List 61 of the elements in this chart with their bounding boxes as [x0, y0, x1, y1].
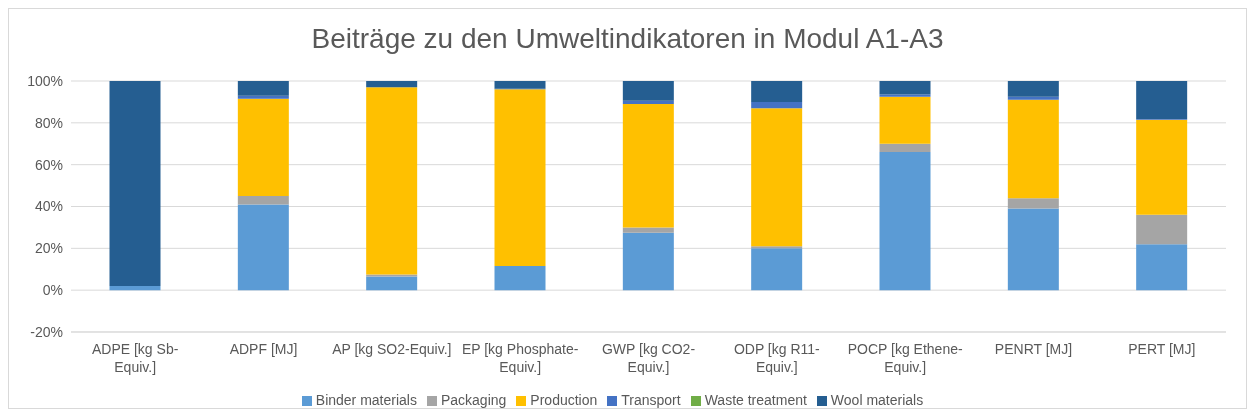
bar [879, 96, 931, 144]
y-tick-label: 60% [34, 156, 63, 173]
y-tick-label: 40% [34, 198, 63, 215]
x-tick-label: PENRT [MJ] [994, 341, 1073, 357]
bar [366, 274, 418, 277]
legend-label: Transport [621, 392, 681, 408]
chart-title: Beiträge zu den Umweltindikatoren in Modul A1-A3 [310, 22, 945, 56]
bar [1007, 198, 1059, 209]
x-tick-label: POCP [kg Ethene-Equiv.] [847, 341, 963, 375]
x-tick-label: ODP [kg R11-Equiv.] [733, 341, 821, 375]
bar [1007, 208, 1059, 291]
legend-label: Packaging [440, 392, 507, 408]
legend-label: Binder materials [315, 392, 417, 408]
bar [494, 89, 546, 267]
x-tick-label: AP [kg SO2-Equiv.] [332, 341, 452, 357]
bar [1136, 244, 1188, 291]
x-tick-label: EP [kg Phosphate-Equiv.] [461, 341, 579, 375]
bar [751, 248, 803, 291]
x-tick-label: ADPE [kg Sb-Equiv.] [91, 341, 179, 375]
bar [879, 143, 931, 153]
bar [237, 95, 289, 99]
bar [109, 285, 161, 291]
bar [494, 266, 546, 291]
bar [879, 94, 931, 97]
bar [366, 81, 418, 88]
bar [751, 81, 803, 102]
bar [237, 98, 289, 197]
bar [494, 81, 546, 89]
bar [1007, 81, 1059, 97]
bar [879, 81, 931, 95]
bar [237, 81, 289, 96]
bar [237, 196, 289, 205]
y-tick-label: -20% [30, 323, 63, 340]
y-tick-label: 100% [27, 72, 63, 89]
y-tick-label: 0% [42, 282, 63, 299]
bar [366, 87, 418, 275]
bar [751, 101, 803, 109]
y-tick-label: 20% [34, 240, 63, 257]
y-tick-label: 80% [34, 114, 63, 131]
bar [1136, 81, 1188, 120]
bar [1136, 119, 1188, 215]
bar [622, 232, 674, 291]
bar [237, 204, 289, 291]
bar [622, 81, 674, 101]
legend-label: Wool materials [830, 392, 924, 408]
bar [879, 152, 931, 291]
bar [622, 227, 674, 233]
bar [622, 100, 674, 105]
bar [366, 276, 418, 291]
bar [1136, 214, 1188, 245]
bar [751, 246, 803, 249]
bar [751, 108, 803, 247]
x-tick-label: ADPF [MJ] [229, 341, 298, 357]
bar [622, 104, 674, 228]
x-tick-label: PERT [MJ] [1128, 341, 1196, 357]
x-tick-label: GWP [kg CO2-Equiv.] [601, 341, 696, 375]
bar [1007, 96, 1059, 100]
bar [1007, 99, 1059, 199]
bar [109, 81, 161, 286]
legend-label: Waste treatment [704, 392, 807, 408]
legend-label: Production [530, 392, 598, 408]
